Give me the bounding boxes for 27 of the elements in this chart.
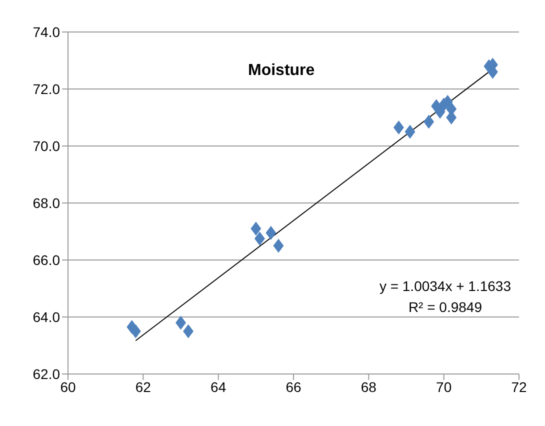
y-tick-label: 64.0 (32, 308, 60, 325)
y-tick-label: 68.0 (32, 194, 60, 211)
x-tick-label: 68 (360, 378, 377, 395)
x-tick-label: 70 (436, 378, 452, 395)
y-tick-label: 72.0 (32, 80, 60, 97)
y-tick-label: 66.0 (32, 252, 60, 268)
x-tick-label: 64 (210, 378, 226, 395)
point (250, 222, 262, 236)
text: Moisture (248, 62, 315, 80)
annotation: y = 1.0034x + 1.1633 (379, 277, 511, 296)
point (176, 316, 186, 330)
annotation: R² = 0.9849 (407, 298, 483, 317)
point (273, 238, 284, 253)
x-tick-label: 62 (135, 378, 152, 395)
point (424, 114, 434, 129)
y-tick-label: 62.0 (32, 366, 60, 382)
point (404, 124, 416, 139)
x-tick-label: 66 (286, 378, 302, 395)
point (266, 226, 276, 240)
point (393, 120, 404, 134)
point (130, 324, 141, 338)
point (183, 324, 194, 338)
x-tick-label: 72 (511, 378, 527, 395)
y-tick-label: 74.0 (32, 24, 60, 40)
y-tick-label: 70.0 (32, 138, 60, 154)
x-tick-label: 60 (60, 378, 76, 395)
point (254, 232, 265, 246)
